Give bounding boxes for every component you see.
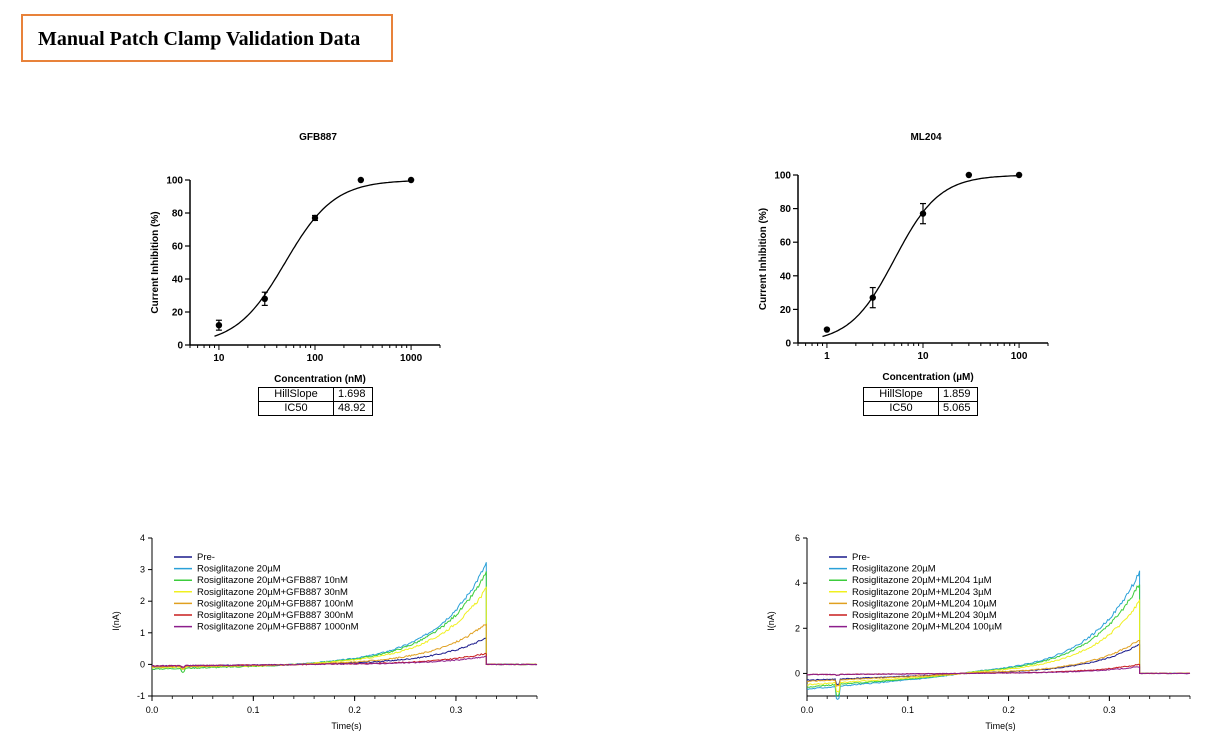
y-tick-label: 80 xyxy=(172,209,184,220)
table-row: IC50 48.92 xyxy=(258,401,373,416)
series-line xyxy=(806,666,1191,677)
page-title: Manual Patch Clamp Validation Data xyxy=(38,28,361,50)
legend-label: Rosiglitazone 20µM+ML204 3µM xyxy=(852,587,992,598)
legend-label: Rosiglitazone 20µM+ML204 10µM xyxy=(852,598,997,609)
data-point xyxy=(869,294,876,301)
x-axis-label: Concentration (µM) xyxy=(882,372,973,383)
y-tick-label: 60 xyxy=(780,238,792,249)
legend-label: Rosiglitazone 20µM xyxy=(852,564,936,575)
x-tick-label: 0.0 xyxy=(801,705,814,715)
x-tick-label: 0.0 xyxy=(146,705,159,715)
data-point xyxy=(261,295,268,302)
legend-label: Rosiglitazone 20µM+GFB887 100nM xyxy=(197,598,353,609)
series-line xyxy=(806,598,1191,694)
data-point xyxy=(357,176,365,184)
param-value: 48.92 xyxy=(333,401,373,416)
ml204-fit-parameters-table: HillSlope 1.859 IC50 5.065 xyxy=(863,387,978,416)
chart-title: ML204 xyxy=(910,132,942,143)
y-tick-label: 6 xyxy=(795,533,800,543)
series-line xyxy=(806,640,1191,687)
param-value: 5.065 xyxy=(938,401,978,416)
data-point xyxy=(1015,171,1023,179)
y-axis-label: Current Inhibition (%) xyxy=(150,211,161,313)
y-tick-label: 40 xyxy=(780,271,792,282)
table-row: IC50 5.065 xyxy=(863,401,978,416)
x-tick-label: 1 xyxy=(824,351,830,362)
x-tick-label: 100 xyxy=(1011,351,1028,362)
table-row: HillSlope 1.698 xyxy=(258,387,373,402)
y-tick-label: 0 xyxy=(795,668,800,678)
x-tick-label: 0.2 xyxy=(1002,705,1015,715)
param-name: IC50 xyxy=(863,401,939,416)
series-line xyxy=(806,584,1191,697)
table-row: HillSlope 1.859 xyxy=(863,387,978,402)
y-axis-label: I(nA) xyxy=(766,611,776,631)
legend-label: Rosiglitazone 20µM+GFB887 1000nM xyxy=(197,622,359,633)
legend-label: Rosiglitazone 20µM+ML204 100µM xyxy=(852,622,1002,633)
x-tick-label: 10 xyxy=(917,351,929,362)
y-tick-label: 40 xyxy=(172,275,184,286)
y-tick-label: 1 xyxy=(140,628,145,638)
x-tick-label: 10 xyxy=(213,353,225,364)
y-axis-label: I(nA) xyxy=(111,611,121,631)
param-name: IC50 xyxy=(258,401,334,416)
x-tick-label: 1000 xyxy=(400,353,423,364)
page-title-box: Manual Patch Clamp Validation Data xyxy=(21,14,393,62)
x-axis-label: Time(s) xyxy=(985,721,1015,731)
data-point xyxy=(965,171,973,179)
x-axis-label: Concentration (nM) xyxy=(274,374,366,385)
y-tick-label: 80 xyxy=(780,204,792,215)
x-tick-label: 0.1 xyxy=(247,705,260,715)
y-tick-label: 0 xyxy=(177,341,183,352)
y-tick-label: 2 xyxy=(140,596,145,606)
x-tick-label: 0.2 xyxy=(348,705,361,715)
legend-label: Rosiglitazone 20µM+GFB887 300nM xyxy=(197,610,353,621)
y-tick-label: 3 xyxy=(140,565,145,575)
data-point xyxy=(311,214,319,222)
legend-label: Rosiglitazone 20µM+GFB887 10nM xyxy=(197,575,348,586)
y-tick-label: 20 xyxy=(172,308,184,319)
y-axis-label: Current Inhibition (%) xyxy=(758,208,769,310)
x-tick-label: 0.3 xyxy=(1103,705,1116,715)
x-tick-label: 0.3 xyxy=(450,705,463,715)
legend-label: Pre- xyxy=(197,552,215,563)
gfb887-fit-parameters-table: HillSlope 1.698 IC50 48.92 xyxy=(258,387,373,416)
legend-label: Rosiglitazone 20µM+GFB887 30nM xyxy=(197,587,348,598)
chart-title: GFB887 xyxy=(299,132,337,143)
y-tick-label: 2 xyxy=(795,623,800,633)
data-point xyxy=(215,322,223,329)
data-point xyxy=(919,210,927,217)
series-line xyxy=(806,570,1191,701)
param-value: 1.698 xyxy=(333,387,373,402)
y-tick-label: 4 xyxy=(140,533,145,543)
x-tick-label: 0.1 xyxy=(902,705,915,715)
y-tick-label: -1 xyxy=(137,691,145,701)
y-tick-label: 20 xyxy=(780,305,792,316)
y-tick-label: 100 xyxy=(774,171,791,182)
series-line xyxy=(151,571,537,674)
series-line xyxy=(152,623,538,670)
legend-label: Rosiglitazone 20µM+ML204 1µM xyxy=(852,575,992,586)
param-name: HillSlope xyxy=(863,387,939,402)
data-point xyxy=(823,326,831,333)
y-tick-label: 0 xyxy=(785,339,791,350)
y-tick-label: 0 xyxy=(140,659,145,669)
series-line xyxy=(151,655,538,668)
legend-label: Rosiglitazone 20µM+ML204 30µM xyxy=(852,610,997,621)
param-value: 1.859 xyxy=(938,387,978,402)
y-tick-label: 60 xyxy=(172,242,184,253)
data-point xyxy=(407,176,415,184)
y-tick-label: 100 xyxy=(166,176,183,187)
y-tick-label: 4 xyxy=(795,578,800,588)
param-name: HillSlope xyxy=(258,387,334,402)
x-tick-label: 100 xyxy=(307,353,324,364)
legend-label: Pre- xyxy=(852,552,870,563)
x-axis-label: Time(s) xyxy=(331,721,361,731)
legend-label: Rosiglitazone 20µM xyxy=(197,564,281,575)
